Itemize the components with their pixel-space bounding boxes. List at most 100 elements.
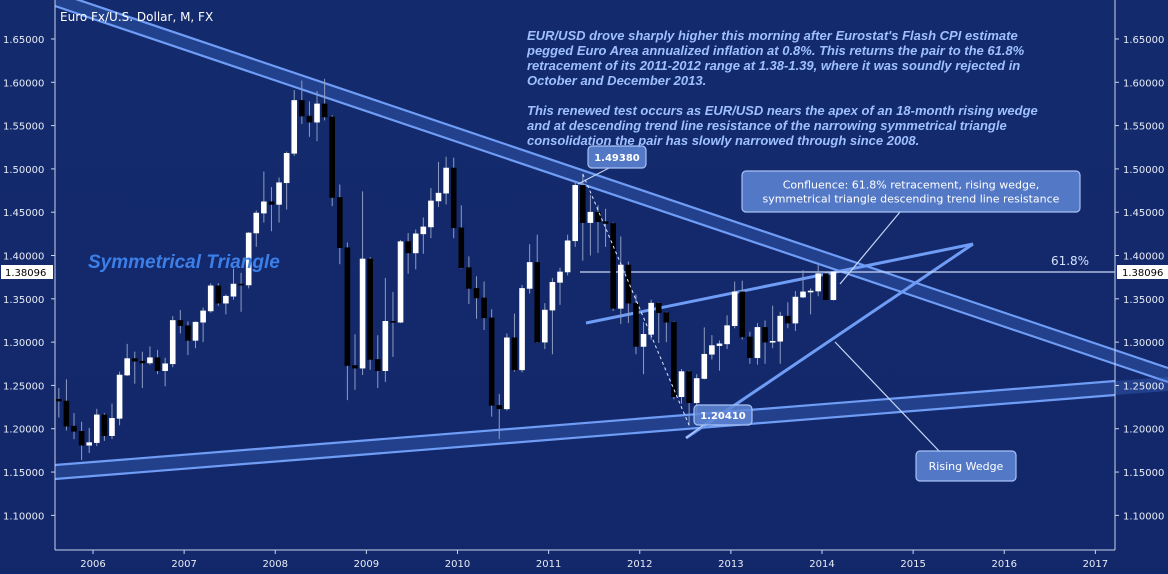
candle <box>147 346 153 365</box>
candle-body-up <box>124 358 130 376</box>
confluence-callout-pointer <box>839 211 901 285</box>
candle <box>101 413 108 441</box>
candle <box>109 403 115 440</box>
candle <box>336 184 343 265</box>
y-tick-label-right: 1.20000 <box>1123 425 1164 436</box>
candle <box>458 205 465 269</box>
candle-body-up <box>86 442 93 446</box>
candle-body-down <box>762 327 768 343</box>
candle <box>686 370 692 426</box>
candle <box>412 229 419 270</box>
y-tick-label-left: 1.50000 <box>3 165 44 176</box>
candle-body-up <box>230 283 237 297</box>
candle-body-up <box>435 192 442 202</box>
candle <box>815 265 822 297</box>
candle-body-down <box>655 302 662 313</box>
candle-body-up <box>412 233 419 254</box>
low-price-callout-box <box>693 404 753 426</box>
candle <box>382 278 389 382</box>
candle <box>56 388 62 418</box>
support-band-extension <box>1115 377 1168 395</box>
candle-body-down <box>306 115 313 123</box>
rising-wedge-callout-box <box>915 450 1017 482</box>
candle <box>640 322 647 375</box>
candle <box>306 101 313 137</box>
candle-body-down <box>71 425 77 432</box>
x-tick-label: 2016 <box>992 559 1017 570</box>
candle-body-down <box>663 312 670 323</box>
candle-body-down <box>625 264 632 304</box>
candle <box>359 191 366 376</box>
candle <box>572 181 579 247</box>
candle <box>830 271 837 301</box>
candle <box>488 309 495 417</box>
y-tick-label-left: 1.10000 <box>3 511 44 522</box>
candle <box>595 205 601 253</box>
confluence-callout-text: Confluence: 61.8% retracement, rising we… <box>783 179 1040 192</box>
candle <box>329 115 336 207</box>
y-tick-label-right: 1.45000 <box>1123 208 1164 219</box>
candle-body-up <box>207 285 214 312</box>
candle <box>169 316 176 368</box>
candle-body-up <box>572 185 579 242</box>
candle-body-down <box>739 291 746 338</box>
candle <box>374 335 381 389</box>
candle <box>549 278 556 355</box>
candle-body-down <box>579 185 586 223</box>
candle-body-up <box>693 378 700 404</box>
candle <box>724 315 730 350</box>
candle <box>131 351 138 384</box>
candle <box>769 305 776 349</box>
x-tick-label: 2012 <box>627 559 652 570</box>
candle-body-up <box>587 211 594 223</box>
last-price-marker-left <box>1 265 53 280</box>
candle-body-up <box>223 295 229 304</box>
candle <box>390 291 396 357</box>
candle-body-up <box>504 337 510 410</box>
y-tick-label-right: 1.25000 <box>1123 381 1164 392</box>
y-tick-label-right: 1.55000 <box>1123 122 1164 133</box>
x-tick-label: 2015 <box>900 559 925 570</box>
x-tick-label: 2011 <box>536 559 561 570</box>
x-tick-label: 2006 <box>80 559 105 570</box>
candle-body-down <box>63 400 70 427</box>
candle <box>731 281 738 329</box>
y-tick-label-right: 1.65000 <box>1123 35 1164 46</box>
candle <box>481 281 487 330</box>
candle-body-up <box>397 241 404 323</box>
candle-body-down <box>633 302 639 347</box>
candle <box>633 294 639 355</box>
candle-body-up <box>420 226 427 235</box>
candle-body-up <box>526 262 533 289</box>
candle-body-up <box>192 321 199 341</box>
candle <box>807 288 814 315</box>
candle <box>93 408 100 447</box>
candle-body-up <box>701 353 708 379</box>
candle-body-down <box>154 357 161 372</box>
y-tick-label-left: 1.20000 <box>3 425 44 436</box>
confluence-callout-box <box>741 170 1081 213</box>
candle-body-down <box>496 405 503 410</box>
candle <box>314 90 320 142</box>
candle-body-up <box>253 212 260 234</box>
candle-body-up <box>731 291 738 326</box>
commentary-line: consolidation the pair has slowly narrow… <box>527 133 919 148</box>
high-price-callout-box <box>587 145 647 169</box>
candle <box>397 239 404 324</box>
candle <box>648 299 654 340</box>
candle <box>435 161 442 208</box>
candle-body-up <box>754 327 761 359</box>
candle-body-down <box>321 103 328 118</box>
candle <box>223 294 229 315</box>
candle-body-up <box>807 290 814 293</box>
candle <box>587 194 594 256</box>
candle <box>504 333 510 411</box>
candle-body-down <box>610 223 616 309</box>
rising-wedge-callout-pointer <box>834 341 941 453</box>
candle-body-down <box>78 431 85 446</box>
candle <box>671 321 677 400</box>
high-price-callout-text: 1.49380 <box>594 153 640 164</box>
last-price-label-left: 1.38096 <box>5 268 46 279</box>
candle <box>473 276 480 319</box>
